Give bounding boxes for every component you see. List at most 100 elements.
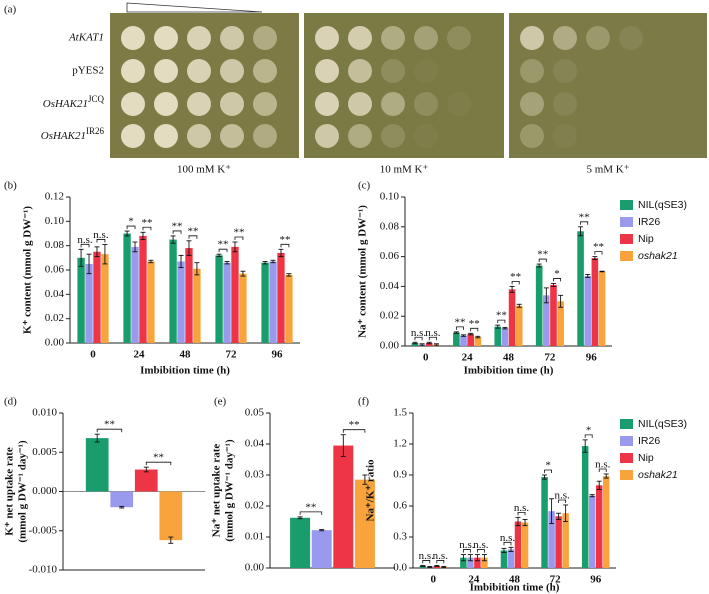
error-bar <box>501 547 507 553</box>
colony <box>154 26 178 50</box>
error-bar <box>286 273 292 277</box>
bar <box>474 337 482 346</box>
significance-bracket <box>584 434 593 438</box>
significance-bracket <box>96 428 123 433</box>
error-bar <box>232 241 238 253</box>
significance-label: ** <box>218 239 229 251</box>
bar <box>354 479 375 568</box>
error-bar <box>556 512 562 520</box>
y-axis-label: K⁺ content (mmol g DW⁻¹) <box>22 206 34 334</box>
error-bar <box>297 516 303 520</box>
significance-label: * <box>554 268 560 280</box>
significance-bracket <box>553 278 562 282</box>
legend-label: IR26 <box>638 216 660 228</box>
bar <box>169 239 177 343</box>
error-bar <box>78 248 84 267</box>
bar <box>588 495 596 568</box>
error-bar <box>216 253 222 258</box>
y-tick-label: 0.04 <box>245 438 265 450</box>
x-tick-label: 48 <box>503 352 515 364</box>
bar <box>507 549 515 568</box>
error-bar <box>178 254 184 269</box>
x-tick-label: 48 <box>180 349 192 361</box>
colony <box>414 59 438 83</box>
panel-label: (b) <box>4 180 17 192</box>
colony <box>121 124 145 148</box>
legend-label: oshak21 <box>638 250 678 262</box>
error-bar <box>508 546 514 552</box>
strain-label: AtKAT1 <box>68 32 104 44</box>
y-tick-label: 0.04 <box>45 288 65 300</box>
significance-bracket <box>342 429 366 433</box>
significance-bracket <box>594 251 603 255</box>
significance-bracket <box>558 499 567 503</box>
bar <box>494 326 502 346</box>
colony <box>619 26 643 50</box>
y-axis-label: Na⁺ net uptake rate <box>211 444 223 538</box>
colony <box>381 124 405 148</box>
panel-label: (e) <box>214 396 227 408</box>
significance-label: ** <box>279 234 290 246</box>
colony <box>520 59 544 83</box>
condition-label: 5 mM K⁺ <box>586 164 629 176</box>
panel-label: (c) <box>358 180 371 192</box>
bar <box>177 261 185 343</box>
significance-bracket <box>517 511 526 516</box>
error-bar <box>550 282 556 287</box>
error-bar <box>603 473 609 479</box>
colony <box>348 26 372 50</box>
bar <box>311 530 332 568</box>
error-bar <box>596 480 602 490</box>
colony <box>520 26 544 50</box>
significance-bracket <box>455 326 464 330</box>
bar <box>223 262 231 343</box>
error-bar <box>515 516 521 527</box>
y-tick-label: 0.0 <box>393 562 407 574</box>
significance-label: ** <box>172 220 183 232</box>
significance-bracket <box>538 258 547 263</box>
bar <box>139 235 147 343</box>
error-bar <box>427 566 433 568</box>
x-tick-label: 24 <box>462 352 474 364</box>
y-tick-label: 0.03 <box>245 469 265 481</box>
colony <box>315 92 339 116</box>
strain-label: OsHAK21IR26 <box>41 126 105 141</box>
significance-label: ** <box>141 217 152 229</box>
bar <box>85 263 93 343</box>
x-tick-label: 72 <box>544 352 556 364</box>
significance-bracket <box>497 319 506 324</box>
y-tick-label: 0.00 <box>245 562 265 574</box>
x-tick-label: 96 <box>272 349 284 361</box>
error-bar <box>194 262 200 276</box>
colony <box>315 26 339 50</box>
bar <box>460 557 467 568</box>
colony <box>315 59 339 83</box>
significance-label: n.s. <box>433 550 449 562</box>
error-bar <box>143 466 149 473</box>
bar <box>185 248 193 343</box>
error-bar <box>475 335 481 339</box>
bar <box>261 262 269 343</box>
significance-label: ** <box>305 501 316 513</box>
error-bar <box>434 564 440 567</box>
error-bar <box>420 564 426 567</box>
y-tick-label: 0.12 <box>45 191 64 203</box>
panel-label: (d) <box>4 396 17 408</box>
bar <box>598 271 606 346</box>
significance-label: ** <box>579 211 590 223</box>
legend-label: NIL(qSE3) <box>638 199 687 211</box>
significance-bracket <box>280 243 290 248</box>
bar <box>239 273 247 343</box>
colony <box>553 92 577 116</box>
significance-label: n.s. <box>514 502 530 514</box>
colony <box>253 92 277 116</box>
bar <box>514 521 522 568</box>
error-bar <box>148 259 154 264</box>
colony <box>381 26 405 50</box>
significance-label: ** <box>153 452 164 464</box>
bar <box>290 517 311 568</box>
legend-swatch <box>620 234 633 244</box>
error-bar <box>132 241 138 253</box>
y-axis-label: (mmol g DW⁻¹ day⁻¹) <box>224 439 236 542</box>
colony <box>187 92 211 116</box>
